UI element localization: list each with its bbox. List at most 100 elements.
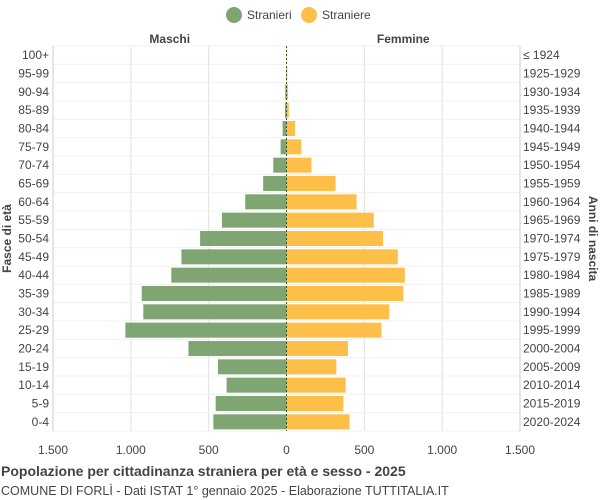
birth-year-tick-label: 1980-1984 (523, 268, 581, 282)
birth-year-tick-label: ≤ 1924 (523, 48, 560, 62)
bar-male (282, 120, 287, 137)
age-tick-label: 40-44 (18, 268, 49, 282)
chart-subtitle: COMUNE DI FORLÌ - Dati ISTAT 1° gennaio … (1, 484, 449, 498)
side-label-male: Maschi (149, 32, 190, 46)
bar-female (286, 230, 384, 247)
legend-swatch-male (226, 7, 242, 23)
birth-year-tick-label: 1935-1939 (523, 103, 581, 117)
bar-female (286, 249, 398, 265)
x-tick-label: 500 (354, 443, 374, 457)
age-tick-label: 25-29 (18, 323, 49, 337)
age-tick-label: 50-54 (18, 232, 49, 246)
bar-male (188, 340, 287, 357)
bar-female (286, 194, 357, 210)
birth-year-tick-label: 2020-2024 (523, 415, 581, 429)
birth-year-tick-label: 1970-1974 (523, 232, 581, 246)
age-tick-label: 85-89 (18, 103, 49, 117)
bar-female (286, 377, 346, 393)
age-tick-label: 75-79 (18, 140, 49, 154)
age-tick-label: 60-64 (18, 195, 49, 209)
birth-year-tick-label: 1990-1994 (523, 305, 581, 319)
bar-male (181, 249, 287, 265)
legend-swatch-female (301, 7, 317, 23)
bar-male (226, 377, 287, 393)
y-axis-label-right: Anni di nascita (586, 196, 600, 282)
bar-male (171, 267, 287, 283)
bar-female (286, 414, 350, 430)
bar-male (125, 322, 287, 338)
bar-male (200, 230, 287, 247)
bar-male (213, 414, 287, 430)
bar-male (285, 84, 287, 100)
birth-year-tick-label: 1945-1949 (523, 140, 581, 154)
bar-male (245, 194, 287, 210)
birth-year-tick-label: 2000-2004 (523, 342, 581, 356)
side-label-female: Femmine (377, 32, 430, 46)
age-tick-label: 55-59 (18, 213, 49, 227)
age-tick-label: 95-99 (18, 67, 49, 81)
x-tick-label: 1.500 (505, 443, 535, 457)
x-tick-label: 1.000 (427, 443, 457, 457)
age-tick-label: 70-74 (18, 158, 49, 172)
bar-female (286, 395, 344, 412)
chart-title: Popolazione per cittadinanza straniera p… (1, 463, 406, 479)
bar-male (284, 102, 287, 118)
bar-female (286, 304, 390, 320)
x-tick-label: 0 (283, 443, 290, 457)
legend-label-female: Straniere (322, 8, 371, 22)
x-tick-label: 1.000 (116, 443, 146, 457)
legend-label-male: Stranieri (247, 8, 292, 22)
birth-year-tick-label: 1960-1964 (523, 195, 581, 209)
bar-male (141, 285, 287, 302)
age-tick-label: 20-24 (18, 342, 49, 356)
bar-female (286, 157, 312, 173)
population-pyramid-chart: 100+ ≤ 1924 95-99 1925-1929 90-94 1930-1934 85… (0, 7, 600, 457)
bar-female (286, 285, 404, 302)
age-tick-label: 10-14 (18, 378, 49, 392)
bar-female (286, 359, 337, 375)
age-tick-label: 5-9 (32, 397, 50, 411)
bar-male (215, 395, 287, 412)
birth-year-tick-label: 1965-1969 (523, 213, 581, 227)
bar-female (286, 120, 296, 137)
age-tick-label: 90-94 (18, 85, 49, 99)
age-tick-label: 80-84 (18, 122, 49, 136)
bar-female (286, 139, 302, 155)
birth-year-tick-label: 1925-1929 (523, 67, 581, 81)
age-tick-label: 100+ (22, 48, 49, 62)
x-tick-label: 1.500 (38, 443, 68, 457)
bar-male (263, 175, 287, 192)
age-tick-label: 15-19 (18, 360, 49, 374)
bar-male (218, 359, 287, 375)
birth-year-tick-label: 2005-2009 (523, 360, 581, 374)
y-axis-label-left: Fasce di età (0, 204, 14, 273)
x-tick-label: 500 (199, 443, 219, 457)
birth-year-tick-label: 1950-1954 (523, 158, 581, 172)
bar-male (273, 157, 287, 173)
bar-female (286, 84, 289, 100)
birth-year-tick-label: 1975-1979 (523, 250, 581, 264)
bar-female (286, 340, 348, 357)
birth-year-tick-label: 1955-1959 (523, 177, 581, 191)
bar-male (280, 139, 287, 155)
birth-year-tick-label: 1985-1989 (523, 287, 581, 301)
bar-male (221, 212, 287, 228)
bar-male (143, 304, 287, 320)
birth-year-tick-label: 1930-1934 (523, 85, 581, 99)
birth-year-tick-label: 2015-2019 (523, 397, 581, 411)
bar-female (286, 65, 288, 82)
bar-female (286, 102, 289, 118)
birth-year-tick-label: 2010-2014 (523, 378, 581, 392)
age-tick-label: 30-34 (18, 305, 49, 319)
bar-female (286, 267, 405, 283)
age-tick-label: 35-39 (18, 287, 49, 301)
bar-female (286, 175, 336, 192)
bar-female (286, 322, 382, 338)
age-tick-label: 65-69 (18, 177, 49, 191)
birth-year-tick-label: 1995-1999 (523, 323, 581, 337)
age-tick-label: 45-49 (18, 250, 49, 264)
bar-female (286, 212, 374, 228)
age-tick-label: 0-4 (32, 415, 50, 429)
birth-year-tick-label: 1940-1944 (523, 122, 581, 136)
